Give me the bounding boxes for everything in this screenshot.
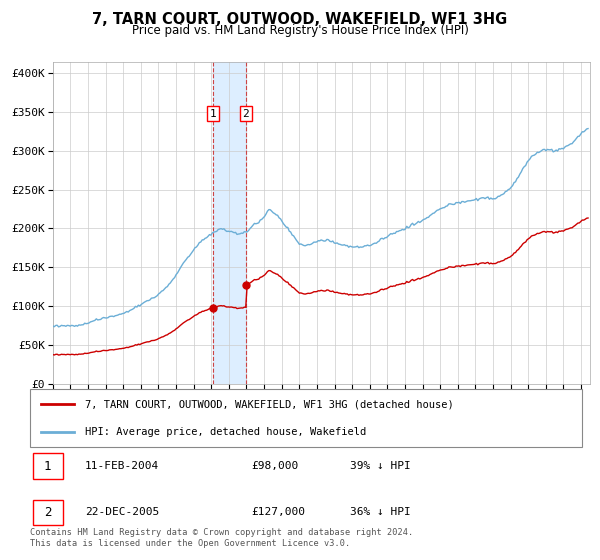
Text: 39% ↓ HPI: 39% ↓ HPI [350,461,411,471]
Text: 7, TARN COURT, OUTWOOD, WAKEFIELD, WF1 3HG: 7, TARN COURT, OUTWOOD, WAKEFIELD, WF1 3… [92,12,508,27]
Text: 2: 2 [242,109,250,119]
FancyBboxPatch shape [33,500,63,525]
Text: 1: 1 [44,460,52,473]
FancyBboxPatch shape [33,453,63,479]
Text: Contains HM Land Registry data © Crown copyright and database right 2024.
This d: Contains HM Land Registry data © Crown c… [30,528,413,548]
Text: 36% ↓ HPI: 36% ↓ HPI [350,507,411,517]
Bar [213,62,246,384]
Text: £127,000: £127,000 [251,507,305,517]
Text: Price paid vs. HM Land Registry's House Price Index (HPI): Price paid vs. HM Land Registry's House … [131,24,469,37]
FancyBboxPatch shape [30,389,582,447]
Text: 7, TARN COURT, OUTWOOD, WAKEFIELD, WF1 3HG (detached house): 7, TARN COURT, OUTWOOD, WAKEFIELD, WF1 3… [85,399,454,409]
Text: 22-DEC-2005: 22-DEC-2005 [85,507,160,517]
Text: £98,000: £98,000 [251,461,298,471]
Text: 1: 1 [210,109,217,119]
Text: HPI: Average price, detached house, Wakefield: HPI: Average price, detached house, Wake… [85,427,367,437]
Text: 2: 2 [44,506,52,519]
Text: 11-FEB-2004: 11-FEB-2004 [85,461,160,471]
